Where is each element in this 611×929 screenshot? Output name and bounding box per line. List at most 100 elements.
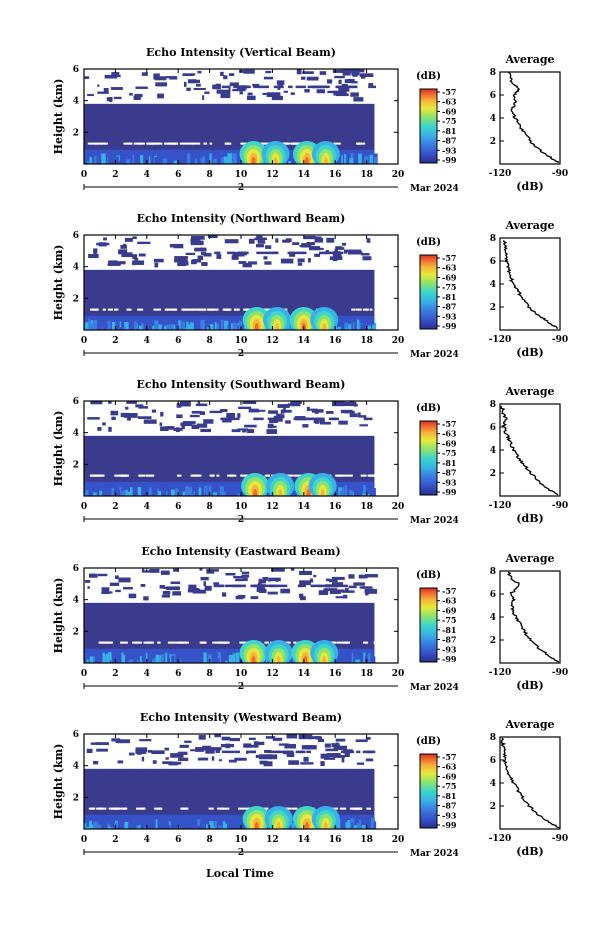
profile-y-tick-label: 2 xyxy=(490,469,496,479)
upper-echo xyxy=(285,420,291,424)
upper-echo xyxy=(86,748,93,753)
surface-echo xyxy=(166,324,171,330)
upper-echo xyxy=(323,588,338,592)
x-tick-label: 12 xyxy=(266,336,279,346)
echo-gap xyxy=(366,807,371,810)
surface-echo xyxy=(231,820,236,829)
upper-echo xyxy=(185,252,196,256)
upper-echo xyxy=(174,259,188,263)
upper-echo xyxy=(203,419,214,424)
x-tick-label: 8 xyxy=(206,669,212,679)
upper-echo xyxy=(267,425,277,428)
upper-echo xyxy=(272,737,283,741)
surface-echo xyxy=(167,161,170,164)
upper-echo xyxy=(308,246,321,251)
upper-echo xyxy=(341,757,345,763)
streak-echo xyxy=(287,251,294,255)
heatmap xyxy=(84,734,377,829)
profile-line xyxy=(507,71,560,164)
upper-echo xyxy=(269,754,278,760)
streak-echo xyxy=(221,85,231,89)
upper-echo xyxy=(331,576,345,580)
echo-gap xyxy=(203,142,208,145)
upper-echo xyxy=(258,578,263,584)
upper-echo xyxy=(327,90,335,94)
y-tick-label: 2 xyxy=(73,294,79,304)
streak-echo xyxy=(253,417,258,421)
echo-gap xyxy=(139,474,146,477)
streak-echo xyxy=(267,750,280,754)
surface-echo xyxy=(165,652,168,663)
x-tick-label: 14 xyxy=(298,336,311,346)
upper-echo xyxy=(234,252,239,256)
colorbar-tick-label: -93 xyxy=(442,477,457,487)
date-label: Mar 2024 xyxy=(410,516,459,526)
upper-echo xyxy=(242,401,257,405)
upper-echo xyxy=(340,409,353,414)
upper-echo xyxy=(342,401,357,407)
surface-echo xyxy=(194,489,198,496)
surface-echo xyxy=(99,490,103,496)
upper-echo xyxy=(177,261,186,267)
streak-echo xyxy=(254,584,261,588)
surface-echo xyxy=(148,156,151,164)
upper-echo xyxy=(263,750,272,753)
profile-y-tick-label: 2 xyxy=(490,802,496,812)
surface-echo xyxy=(105,653,109,663)
echo-gap xyxy=(291,142,297,145)
upper-echo xyxy=(120,244,127,249)
enhanced-echo xyxy=(254,323,259,330)
streak-echo xyxy=(259,85,269,89)
echo-gap xyxy=(192,474,196,477)
x-tick-label: 8 xyxy=(206,835,212,845)
upper-echo xyxy=(135,86,148,89)
upper-echo xyxy=(214,734,221,738)
profile-x-tick-label: -120 xyxy=(489,169,512,179)
upper-echo xyxy=(353,93,358,96)
upper-echo xyxy=(190,414,200,418)
surface-echo xyxy=(169,324,174,330)
upper-echo xyxy=(313,236,322,239)
upper-echo xyxy=(266,92,281,98)
upper-echo xyxy=(103,88,109,93)
upper-echo xyxy=(173,568,179,572)
y-tick-label: 2 xyxy=(73,793,79,803)
colorbar xyxy=(419,420,438,496)
echo-gap xyxy=(105,142,108,145)
upper-echo xyxy=(110,410,119,416)
upper-echo xyxy=(314,253,321,257)
upper-echo xyxy=(315,736,320,739)
streak-echo xyxy=(221,750,235,754)
upper-echo xyxy=(318,590,329,595)
upper-echo xyxy=(241,571,250,575)
surface-echo xyxy=(136,660,140,663)
upper-echo xyxy=(202,745,212,751)
colorbar-tick-label: -63 xyxy=(442,596,457,606)
upper-echo xyxy=(95,742,109,746)
echo-gap xyxy=(243,308,249,311)
upper-echo xyxy=(301,76,306,80)
upper-echo xyxy=(257,582,262,587)
profile-x-tick-label: -120 xyxy=(489,834,512,844)
echo-gap xyxy=(186,308,190,311)
upper-echo xyxy=(162,761,173,764)
y-tick-label: 6 xyxy=(73,730,79,740)
surface-echo xyxy=(209,153,212,164)
panel-3: Echo Intensity (Southward Beam) 0 2 4 6 8 10 12… xyxy=(52,378,568,526)
profile-y-tick-label: 4 xyxy=(490,446,496,456)
upper-echo xyxy=(113,96,122,100)
surface-echo xyxy=(107,823,110,829)
upper-echo xyxy=(219,409,228,412)
upper-echo xyxy=(185,261,189,266)
streak-echo xyxy=(269,584,276,588)
echo-gap xyxy=(220,641,229,644)
upper-echo xyxy=(141,756,145,762)
colorbar-unit: (dB) xyxy=(416,736,441,747)
upper-echo xyxy=(228,73,235,77)
surface-echo xyxy=(92,320,98,330)
upper-echo xyxy=(286,752,295,758)
upper-echo xyxy=(356,762,365,765)
upper-echo xyxy=(286,734,298,739)
colorbar-tick-label: -57 xyxy=(442,586,456,596)
upper-echo xyxy=(137,416,152,419)
